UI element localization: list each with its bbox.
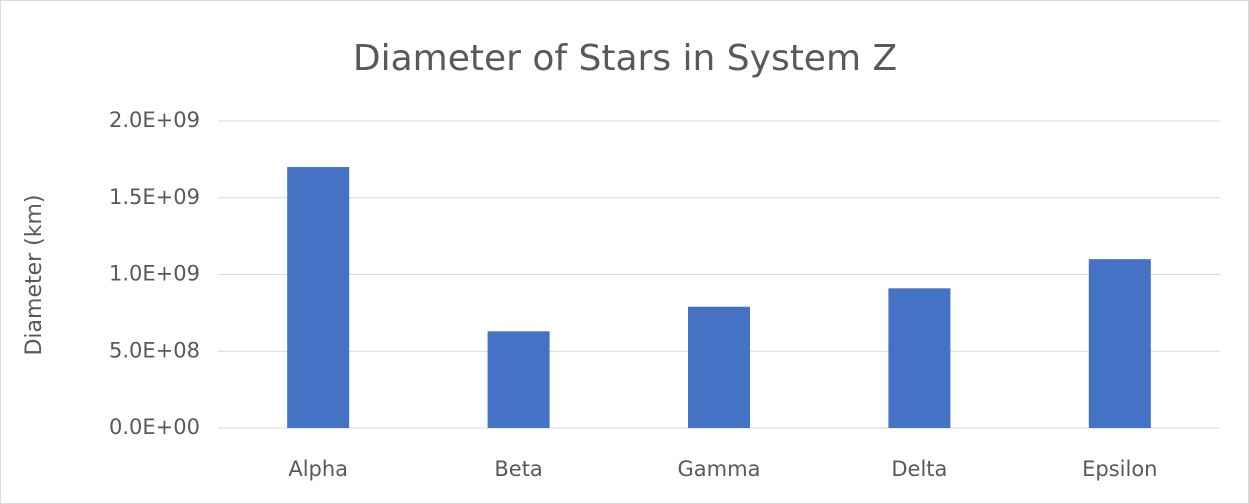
bar: [888, 288, 951, 428]
y-tick-label: 1.0E+09: [109, 262, 200, 286]
x-tick-label: Epsilon: [1082, 457, 1157, 481]
y-tick-label: 1.5E+09: [109, 185, 200, 209]
x-tick-label: Gamma: [678, 457, 761, 481]
bar: [487, 331, 550, 428]
y-axis-label: Diameter (km): [22, 194, 47, 355]
bar: [1088, 259, 1151, 428]
bar: [688, 306, 750, 428]
y-tick-label: 2.0E+09: [109, 108, 200, 132]
x-tick-label: Beta: [494, 457, 542, 481]
y-tick-label: 5.0E+08: [109, 338, 200, 362]
y-tick-label: 0.0E+00: [109, 415, 200, 439]
bar: [287, 167, 350, 429]
x-tick-label: Delta: [891, 457, 947, 481]
chart-title: Diameter of Stars in System Z: [353, 38, 897, 79]
x-tick-label: Alpha: [288, 457, 348, 481]
